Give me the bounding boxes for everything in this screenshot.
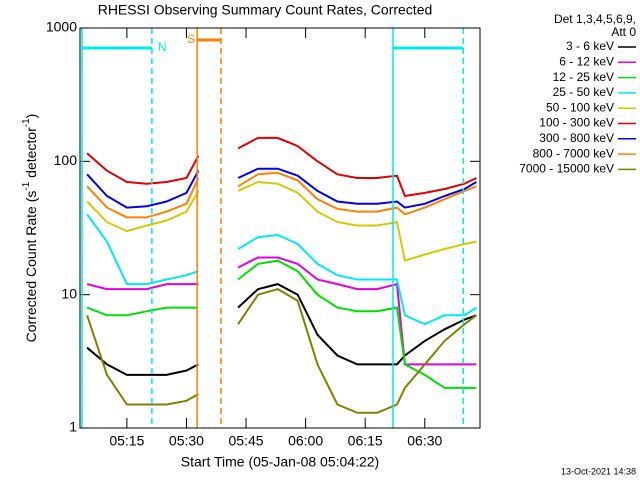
series-line	[86, 167, 477, 209]
legend-label: 3 - 6 keV	[566, 39, 614, 53]
chart-title: RHESSI Observing Summary Count Rates, Co…	[98, 2, 433, 18]
series-line	[86, 283, 477, 376]
plot-frame	[79, 27, 481, 429]
series-line	[86, 288, 477, 414]
y-axis-label: Corrected Count Rate (s-1 detector-1)	[21, 114, 39, 343]
interval-label: N	[158, 40, 167, 54]
interval-label: S	[187, 32, 195, 46]
y-axis-label-part: -1	[21, 118, 32, 127]
legend-label: 25 - 50 keV	[553, 85, 614, 99]
y-axis-label-part: -1	[21, 181, 32, 190]
legend-label: 7000 - 15000 keV	[519, 162, 614, 176]
legend-title: Det 1,3,4,5,6,9,	[554, 12, 636, 26]
x-tick-label: 06:15	[348, 433, 383, 449]
x-tick-label: 05:30	[169, 433, 204, 449]
y-tick-label: 1	[69, 419, 77, 435]
series-line	[86, 256, 477, 366]
series-line	[86, 136, 477, 198]
x-tick-label: 05:15	[109, 433, 144, 449]
y-tick-label: 10	[61, 285, 77, 301]
y-tick-label: 100	[54, 152, 78, 168]
legend-label: 12 - 25 keV	[553, 70, 614, 84]
legend-title: Att 0	[611, 25, 636, 39]
legend-label: 50 - 100 keV	[546, 100, 614, 114]
series-line	[86, 171, 477, 219]
legend-label: 100 - 300 keV	[539, 116, 614, 130]
legend-label: 6 - 12 keV	[559, 54, 614, 68]
footer: 13-Oct-2021 14:38	[561, 466, 636, 476]
y-axis-label-part: Corrected Count Rate (s	[23, 191, 39, 343]
x-tick-label: 06:00	[288, 433, 323, 449]
legend-label: 300 - 800 keV	[539, 131, 614, 145]
series-line	[86, 180, 477, 262]
y-tick-label: 1000	[46, 19, 77, 35]
y-axis-label-part: )	[23, 114, 39, 119]
y-axis-label-part: detector	[23, 127, 39, 182]
series-line	[86, 213, 477, 326]
x-axis-label: Start Time (05-Jan-08 05:04:22)	[181, 454, 379, 470]
legend-label: 800 - 7000 keV	[533, 146, 614, 160]
x-tick-label: 05:45	[229, 433, 264, 449]
x-tick-label: 06:30	[407, 433, 442, 449]
series-line	[86, 259, 477, 389]
